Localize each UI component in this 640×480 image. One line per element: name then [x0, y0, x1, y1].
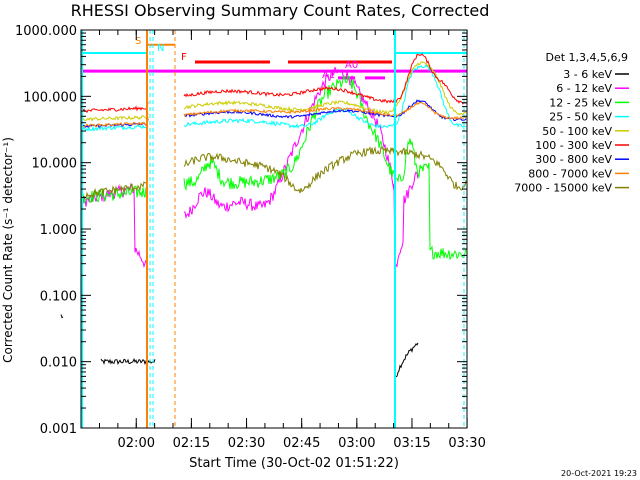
series-25-50-keV — [80, 63, 467, 133]
series-50-100-keV — [80, 61, 466, 122]
annotation-s: S — [135, 36, 141, 47]
series-line — [80, 101, 149, 114]
legend-entry: 100 - 300 keV — [535, 139, 612, 152]
legend-entry: 12 - 25 keV — [549, 96, 612, 109]
legend-entry: 300 - 800 keV — [535, 153, 612, 166]
x-tick-label: 03:30 — [448, 436, 485, 451]
y-tick-label: 10.000 — [32, 157, 78, 172]
series-line — [80, 182, 149, 271]
series-line — [80, 116, 149, 128]
y-axis-label: Corrected Count Rate (s⁻¹ detector⁻¹) — [1, 137, 15, 363]
y-tick-label: 0.010 — [40, 356, 77, 371]
series-line — [80, 181, 147, 201]
x-tick-label: 02:45 — [283, 436, 320, 451]
y-tick-label: 1000.000 — [15, 24, 77, 39]
legend-entry: 50 - 100 keV — [542, 125, 612, 138]
series-800-7000-keV — [80, 101, 467, 128]
series-line — [183, 101, 467, 121]
series-line — [183, 75, 395, 192]
attenuator-bands — [81, 43, 467, 80]
x-tick-label: 03:00 — [338, 436, 375, 451]
annotation-f: F — [181, 52, 187, 63]
series-line — [395, 138, 467, 260]
series-line — [183, 63, 467, 129]
chart-title: RHESSI Observing Summary Count Rates, Co… — [71, 1, 490, 20]
legend-entry: 6 - 12 keV — [556, 82, 612, 95]
annotation-a0: A0 — [345, 60, 358, 71]
annotation-a1: A1 — [322, 70, 335, 81]
x-tick-label: 02:30 — [228, 436, 265, 451]
series-line — [80, 185, 147, 204]
series-6-12-keV — [80, 67, 419, 274]
footer-timestamp: 20-Oct-2021 19:23 — [561, 469, 637, 478]
x-axis-label: Start Time (30-Oct-02 01:51:22) — [189, 456, 399, 471]
series-line — [395, 342, 419, 378]
legend-entry: 25 - 50 keV — [549, 111, 612, 124]
x-tick-label: 03:15 — [393, 436, 430, 451]
legend-title: Det 1,3,4,5,6,9 — [545, 51, 628, 64]
legend-entry: 7000 - 15000 keV — [514, 182, 612, 195]
x-tick-label: 02:00 — [118, 436, 155, 451]
x-axis: 02:00 02:15 02:30 02:45 03:00 03:15 03:30 — [98, 30, 486, 451]
annotation-n: N — [157, 43, 164, 54]
series-line — [393, 171, 419, 274]
legend-entry: 800 - 7000 keV — [528, 167, 612, 180]
series-line — [80, 113, 149, 122]
series-layer — [60, 53, 467, 378]
x-tick-label: 02:15 — [173, 436, 210, 451]
series-line — [183, 67, 395, 219]
series-line — [80, 124, 149, 133]
series-line — [183, 99, 467, 122]
series-line — [183, 146, 467, 194]
series-7000-15000-keV — [80, 146, 467, 201]
series-100-300-keV — [80, 53, 467, 114]
y-tick-label: 1.000 — [40, 223, 77, 238]
series-12-25-keV — [80, 75, 467, 260]
y-tick-label: 0.001 — [40, 422, 77, 437]
legend-entry: 3 - 6 keV — [563, 68, 612, 81]
y-tick-label: 0.100 — [40, 289, 77, 304]
series-line — [183, 53, 467, 105]
y-tick-label: 100.000 — [23, 90, 77, 105]
y-axis: 1000.000 100.000 10.000 1.000 0.100 0.010 0.00… — [15, 24, 467, 437]
series-line — [183, 61, 466, 116]
series-line — [60, 314, 64, 319]
